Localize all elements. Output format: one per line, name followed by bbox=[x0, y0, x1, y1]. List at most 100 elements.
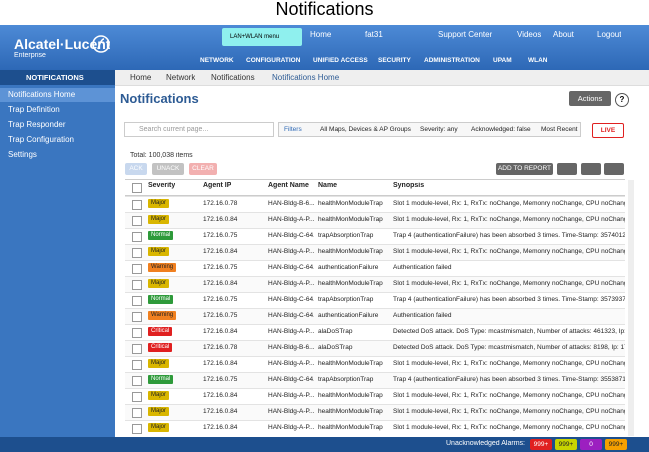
table-cell: healthMonModuleTrap bbox=[318, 244, 389, 260]
checkbox[interactable] bbox=[132, 424, 142, 434]
table-cell: 172.16.0.84 bbox=[203, 420, 264, 436]
sidebar-item[interactable]: Trap Definition bbox=[0, 103, 115, 117]
checkbox[interactable] bbox=[132, 328, 142, 338]
table-cell: HAN-Bldg-B-6... bbox=[268, 340, 314, 356]
table-cell: Trap 4 (authenticationFailure) has been … bbox=[393, 292, 625, 308]
table-cell: Detected DoS attack. DoS Type: mcastmism… bbox=[393, 324, 625, 340]
table-cell: Slot 1 module-level, Rx: 1, RxTx: noChan… bbox=[393, 244, 625, 260]
table-cell: HAN-Bldg-A-P... bbox=[268, 244, 314, 260]
checkbox[interactable] bbox=[132, 360, 142, 370]
brand-sub: Enterprise bbox=[14, 52, 46, 59]
actions-button[interactable]: Actions bbox=[569, 91, 611, 106]
table-cell: HAN-Bldg-C-64... bbox=[268, 292, 314, 308]
table-cell: HAN-Bldg-A-P... bbox=[268, 404, 314, 420]
breadcrumb-item[interactable]: Notifications Home bbox=[272, 73, 339, 82]
severity-badge: Major bbox=[148, 215, 169, 224]
table-cell: Slot 1 module-level, Rx: 1, RxTx: noChan… bbox=[393, 356, 625, 372]
filter-chip[interactable]: Most Recent bbox=[541, 126, 578, 133]
severity-badge: Major bbox=[148, 359, 169, 368]
alarm-count[interactable]: 999+ bbox=[555, 439, 577, 450]
sidebar-item[interactable]: Notifications Home bbox=[0, 88, 115, 102]
top-link[interactable]: Home bbox=[310, 30, 331, 39]
column-header[interactable]: Name bbox=[318, 182, 337, 189]
sidebar-item[interactable]: Trap Configuration bbox=[0, 133, 115, 147]
search-input[interactable]: Search current page... bbox=[124, 122, 274, 137]
table-cell: HAN-Bldg-C-64... bbox=[268, 308, 314, 324]
filter-chip[interactable]: All Maps, Devices & AP Groups bbox=[320, 126, 411, 133]
alarm-count[interactable]: 999+ bbox=[530, 439, 552, 450]
alarm-count[interactable]: 999+ bbox=[605, 439, 627, 450]
checkbox[interactable] bbox=[132, 312, 142, 322]
checkbox[interactable] bbox=[132, 392, 142, 402]
nav-item[interactable]: CONFIGURATION bbox=[246, 57, 300, 64]
table-cell: healthMonModuleTrap bbox=[318, 196, 389, 212]
checkbox[interactable] bbox=[132, 344, 142, 354]
top-link[interactable]: Support Center bbox=[438, 30, 492, 39]
checkbox[interactable] bbox=[132, 200, 142, 210]
nav-item[interactable]: UNIFIED ACCESS bbox=[313, 57, 368, 64]
checkbox[interactable] bbox=[132, 264, 142, 274]
nav-item[interactable]: ADMINISTRATION bbox=[424, 57, 480, 64]
column-header[interactable]: Synopsis bbox=[393, 182, 424, 189]
table-cell: 172.16.0.75 bbox=[203, 260, 264, 276]
checkbox[interactable] bbox=[132, 408, 142, 418]
checkbox[interactable] bbox=[132, 280, 142, 290]
checkbox[interactable] bbox=[132, 216, 142, 226]
severity-badge: Major bbox=[148, 407, 169, 416]
checkbox[interactable] bbox=[132, 376, 142, 386]
severity-badge: Major bbox=[148, 247, 169, 256]
ack-button[interactable]: ACK bbox=[125, 163, 147, 175]
severity-badge: Major bbox=[148, 199, 169, 208]
filter-chip[interactable]: Acknowledged: false bbox=[471, 126, 531, 133]
table-header bbox=[125, 179, 625, 196]
checkbox[interactable] bbox=[132, 248, 142, 258]
table-cell: 172.16.0.78 bbox=[203, 340, 264, 356]
column-header[interactable]: Severity bbox=[148, 182, 175, 189]
top-link[interactable]: fat31 bbox=[365, 30, 383, 39]
clear-button[interactable]: CLEAR bbox=[189, 163, 217, 175]
column-header[interactable]: Agent IP bbox=[203, 182, 231, 189]
column-header[interactable]: Agent Name bbox=[268, 182, 309, 189]
download-button[interactable] bbox=[557, 163, 577, 175]
table-cell: 172.16.0.84 bbox=[203, 388, 264, 404]
table-cell: alaDoSTrap bbox=[318, 324, 389, 340]
nav-item[interactable]: UPAM bbox=[493, 57, 512, 64]
live-button[interactable]: LIVE bbox=[592, 123, 624, 138]
checkbox[interactable] bbox=[132, 183, 142, 193]
breadcrumb-item[interactable]: Notifications bbox=[211, 73, 255, 82]
refresh-button[interactable] bbox=[604, 163, 624, 175]
table-cell: 172.16.0.84 bbox=[203, 404, 264, 420]
alarm-label: Unacknowledged Alarms: bbox=[400, 440, 525, 447]
nav-item[interactable]: WLAN bbox=[528, 57, 548, 64]
print-button[interactable] bbox=[581, 163, 601, 175]
table-cell: HAN-Bldg-A-P... bbox=[268, 388, 314, 404]
filter-chip[interactable]: Severity: any bbox=[420, 126, 458, 133]
top-link[interactable]: About bbox=[553, 30, 574, 39]
help-button[interactable]: ? bbox=[615, 93, 629, 107]
sidebar-item[interactable]: Trap Responder bbox=[0, 118, 115, 132]
caption: Notifications bbox=[0, 0, 649, 25]
breadcrumb-item[interactable]: Network bbox=[166, 73, 195, 82]
sidebar-item[interactable]: Settings bbox=[0, 148, 115, 162]
table-cell: Detected DoS attack. DoS Type: mcastmism… bbox=[393, 340, 625, 356]
table-cell: 172.16.0.75 bbox=[203, 308, 264, 324]
checkbox[interactable] bbox=[132, 296, 142, 306]
unack-button[interactable]: UNACK bbox=[152, 163, 184, 175]
nav-item[interactable]: NETWORK bbox=[200, 57, 234, 64]
table-cell: Authentication failed bbox=[393, 308, 625, 324]
top-link[interactable]: Videos bbox=[517, 30, 541, 39]
table-cell: Slot 1 module-level, Rx: 1, RxTx: noChan… bbox=[393, 404, 625, 420]
table-cell: 172.16.0.84 bbox=[203, 276, 264, 292]
report-button[interactable]: ADD TO REPORT bbox=[496, 163, 553, 175]
severity-badge: Major bbox=[148, 391, 169, 400]
top-link[interactable]: Logout bbox=[597, 30, 621, 39]
checkbox[interactable] bbox=[132, 232, 142, 242]
filters-button[interactable]: Filters bbox=[284, 126, 302, 133]
severity-badge: Normal bbox=[148, 231, 173, 240]
menu-select[interactable]: LAN+WLAN menu bbox=[222, 28, 302, 46]
breadcrumb-item[interactable]: Home bbox=[130, 73, 151, 82]
alarm-count[interactable]: 0 bbox=[580, 439, 602, 450]
severity-badge: Critical bbox=[148, 327, 172, 336]
nav-item[interactable]: SECURITY bbox=[378, 57, 411, 64]
